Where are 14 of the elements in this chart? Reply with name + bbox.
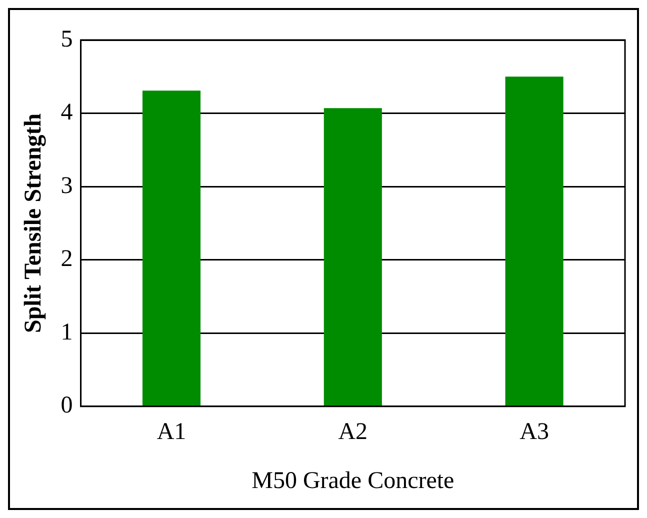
- y-tick-label: 4: [60, 100, 73, 126]
- y-tick-label: 2: [60, 246, 73, 272]
- x-tick-label: A3: [520, 419, 549, 446]
- bar: [505, 76, 564, 406]
- bar: [324, 108, 382, 406]
- y-axis-title: Split Tensile Strength: [20, 113, 47, 334]
- x-axis-title: M50 Grade Concrete: [252, 468, 454, 494]
- x-tick-label: A2: [338, 419, 368, 446]
- y-tick-label: 0: [60, 392, 73, 419]
- y-tick-label: 5: [60, 26, 73, 52]
- y-tick-label: 3: [60, 172, 73, 199]
- bar: [142, 90, 201, 406]
- x-tick-label: A1: [156, 419, 186, 446]
- y-tick-label: 1: [60, 319, 73, 346]
